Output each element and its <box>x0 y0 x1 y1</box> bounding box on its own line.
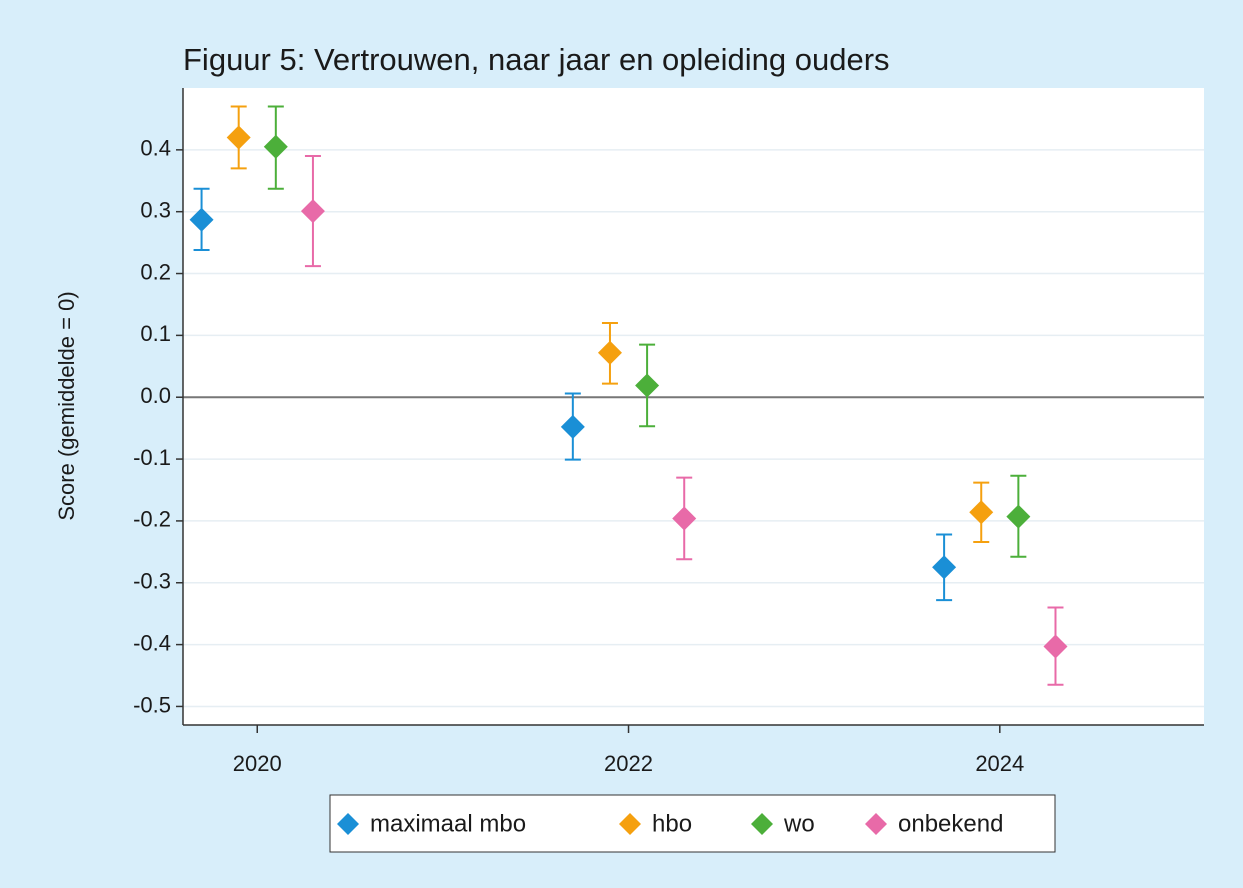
y-tick-label: 0.4 <box>140 136 171 161</box>
point <box>560 414 585 439</box>
legend-label: wo <box>783 810 815 837</box>
legend <box>329 794 1056 853</box>
legend-marker <box>337 813 359 835</box>
y-tick-label: 0.3 <box>140 198 171 223</box>
y-tick-label: -0.4 <box>133 630 171 655</box>
point <box>1043 634 1068 659</box>
y-tick-label: 0.2 <box>140 259 171 284</box>
chart-title: Figuur 5: Vertrouwen, naar jaar en oplei… <box>183 42 890 77</box>
legend-label: onbekend <box>898 810 1003 837</box>
point <box>969 500 994 525</box>
legend-marker <box>619 813 641 835</box>
legend-label: maximaal mbo <box>370 810 526 837</box>
point <box>189 207 214 232</box>
point <box>226 125 251 150</box>
legend-marker <box>865 813 887 835</box>
point <box>635 373 660 398</box>
y-tick-label: -0.3 <box>133 569 171 594</box>
point <box>300 199 325 224</box>
point <box>1006 504 1031 529</box>
y-axis-label: Score (gemiddelde = 0) <box>54 291 79 520</box>
point <box>597 340 622 365</box>
legend-marker <box>751 813 773 835</box>
legend-label: hbo <box>652 810 692 837</box>
x-tick-label: 2022 <box>604 751 653 776</box>
y-tick-label: -0.1 <box>133 445 171 470</box>
point <box>263 134 288 159</box>
y-tick-label: 0.0 <box>140 383 171 408</box>
point <box>672 506 697 531</box>
y-tick-label: -0.5 <box>133 692 171 717</box>
point <box>932 555 957 580</box>
y-tick-label: -0.2 <box>133 507 171 532</box>
y-tick-label: 0.1 <box>140 321 171 346</box>
x-tick-label: 2020 <box>233 751 282 776</box>
x-tick-label: 2024 <box>975 751 1024 776</box>
plot-area <box>183 88 1204 725</box>
